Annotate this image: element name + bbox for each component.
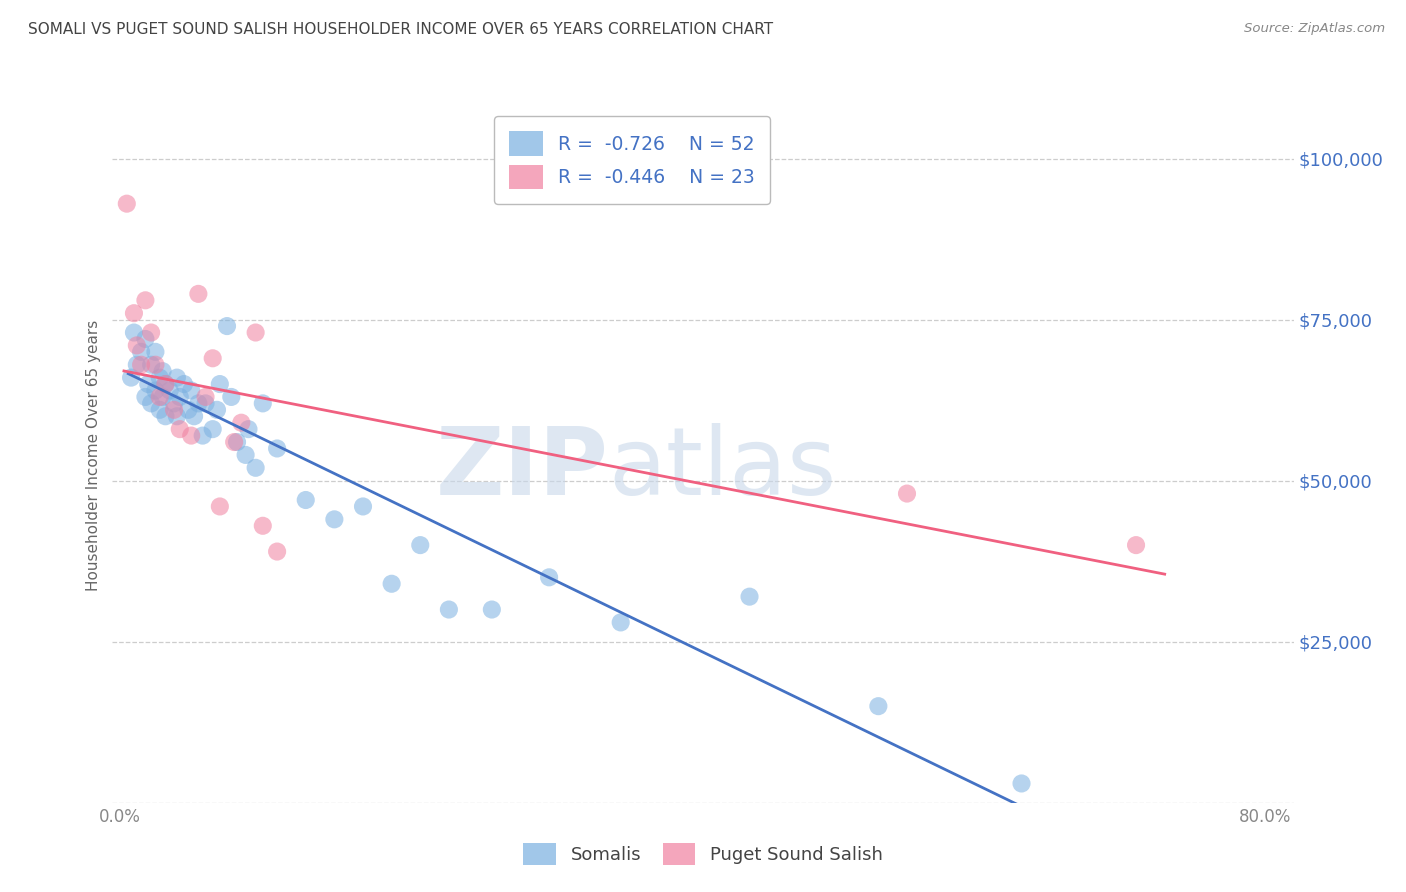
Point [125, 338, 148, 352]
Point [139, 326, 162, 340]
Point [145, 384, 167, 398]
Point [738, 590, 761, 604]
Point [187, 286, 209, 301]
Point [294, 493, 316, 508]
Point [481, 602, 503, 616]
Point [115, 196, 138, 211]
Point [201, 351, 224, 366]
Point [169, 390, 191, 404]
Point [208, 500, 231, 514]
Point [163, 402, 186, 417]
Text: ZIP: ZIP [436, 423, 609, 515]
Point [201, 422, 224, 436]
Point [129, 344, 152, 359]
Point [323, 512, 346, 526]
Point [194, 396, 217, 410]
Point [1011, 776, 1033, 790]
Point [149, 390, 172, 404]
Point [266, 544, 288, 558]
Point [149, 370, 172, 384]
Point [609, 615, 631, 630]
Text: SOMALI VS PUGET SOUND SALISH HOUSEHOLDER INCOME OVER 65 YEARS CORRELATION CHART: SOMALI VS PUGET SOUND SALISH HOUSEHOLDER… [28, 22, 773, 37]
Y-axis label: Householder Income Over 65 years: Householder Income Over 65 years [86, 319, 101, 591]
Point [125, 358, 148, 372]
Point [235, 448, 257, 462]
Point [159, 384, 181, 398]
Point [245, 326, 267, 340]
Point [177, 402, 200, 417]
Point [136, 377, 159, 392]
Point [134, 332, 156, 346]
Point [245, 460, 267, 475]
Point [134, 390, 156, 404]
Point [352, 500, 374, 514]
Point [194, 390, 217, 404]
Text: Source: ZipAtlas.com: Source: ZipAtlas.com [1244, 22, 1385, 36]
Point [120, 370, 142, 384]
Point [231, 416, 253, 430]
Text: atlas: atlas [609, 423, 837, 515]
Point [1125, 538, 1147, 552]
Point [169, 422, 191, 436]
Point [139, 358, 162, 372]
Point [134, 293, 156, 308]
Point [152, 364, 174, 378]
Point [868, 699, 890, 714]
Point [122, 306, 145, 320]
Point [122, 326, 145, 340]
Point [266, 442, 288, 456]
Point [215, 319, 238, 334]
Point [252, 396, 274, 410]
Point [409, 538, 432, 552]
Point [139, 396, 162, 410]
Point [152, 390, 174, 404]
Point [208, 377, 231, 392]
Point [155, 377, 177, 392]
Point [173, 377, 195, 392]
Point [149, 402, 172, 417]
Point [538, 570, 561, 584]
Point [224, 435, 246, 450]
Point [166, 409, 188, 424]
Point [226, 435, 249, 450]
Point [437, 602, 460, 616]
Point [238, 422, 260, 436]
Point [381, 576, 404, 591]
Point [191, 428, 214, 442]
Legend: Somalis, Puget Sound Salish: Somalis, Puget Sound Salish [515, 834, 891, 874]
Point [252, 518, 274, 533]
Point [180, 428, 202, 442]
Point [163, 396, 186, 410]
Point [129, 358, 152, 372]
Point [183, 409, 205, 424]
Point [166, 370, 188, 384]
Point [155, 377, 177, 392]
Point [180, 384, 202, 398]
Point [221, 390, 243, 404]
Point [155, 409, 177, 424]
Point [187, 396, 209, 410]
Legend: R =  -0.726    N = 52, R =  -0.446    N = 23: R = -0.726 N = 52, R = -0.446 N = 23 [495, 117, 770, 204]
Point [205, 402, 228, 417]
Point [145, 358, 167, 372]
Point [896, 486, 918, 500]
Point [145, 344, 167, 359]
